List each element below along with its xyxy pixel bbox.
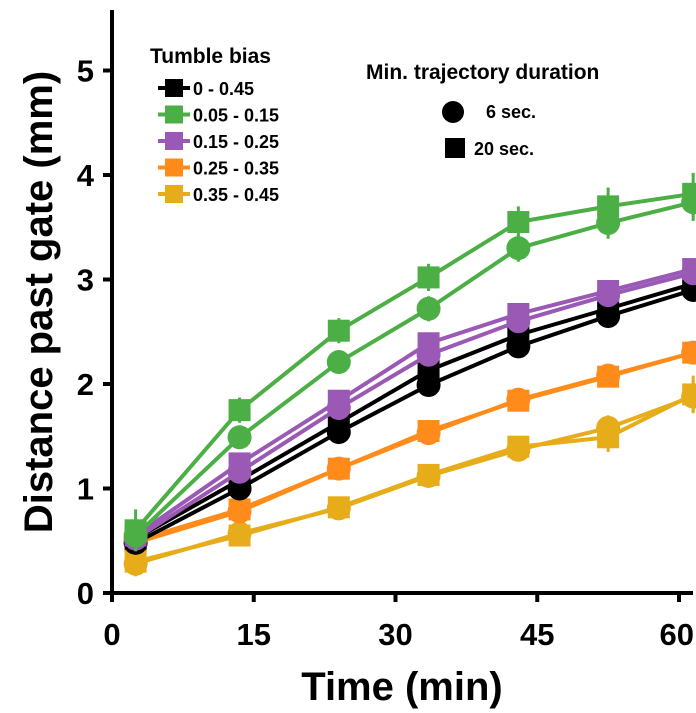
data-point-square: [597, 279, 620, 302]
series-1: [124, 272, 696, 550]
legend-swatch-marker: [165, 158, 183, 177]
data-point-square: [228, 524, 251, 547]
legend-swatch-marker: [165, 132, 183, 150]
data-point-square: [682, 258, 696, 281]
y-tick-label: 2: [77, 367, 94, 402]
y-tick-label: 0: [77, 576, 94, 611]
legend-tumble-label: 0 - 0.45: [193, 79, 254, 99]
series-9: [124, 375, 696, 575]
x-tick-label: 30: [378, 617, 412, 652]
data-point-square: [417, 266, 440, 289]
series-3: [124, 172, 696, 552]
data-point-square: [327, 457, 350, 480]
legend-circle-marker: [442, 101, 464, 123]
data-point-square: [682, 182, 696, 205]
series-5: [124, 258, 696, 547]
legend-tumble-label: 0.05 - 0.15: [193, 106, 279, 126]
data-point-square: [417, 463, 440, 486]
data-point-circle: [326, 350, 351, 375]
y-tick-label: 5: [77, 54, 94, 89]
data-point-square: [507, 389, 530, 412]
legend-tumble-label: 0.15 - 0.25: [193, 132, 279, 152]
data-point-circle: [416, 296, 441, 321]
legend-tumble-title: Tumble bias: [150, 45, 271, 68]
plot-area: [123, 172, 696, 577]
legend-duration-label-20sec: 20 sec.: [474, 139, 534, 159]
data-point-square: [417, 420, 440, 443]
data-point-square: [597, 365, 620, 388]
legend-duration-title: Min. trajectory duration: [366, 61, 599, 84]
data-point-square: [417, 332, 440, 355]
legend-duration-label-6sec: 6 sec.: [486, 102, 536, 122]
data-point-square: [597, 426, 620, 449]
series-4: [123, 261, 696, 551]
legend-trajectory-duration: Min. trajectory duration 6 sec. 20 sec.: [366, 61, 599, 159]
data-point-square: [597, 195, 620, 218]
axes: [110, 10, 693, 595]
data-point-square: [228, 452, 251, 475]
x-axis-title: Time (min): [301, 665, 503, 709]
data-point-square: [228, 399, 251, 422]
y-tick-label: 3: [77, 263, 94, 298]
series-8: [123, 380, 696, 577]
y-axis-title: Distance past gate (mm): [17, 71, 61, 533]
legend-swatch-marker: [165, 185, 183, 203]
x-tick-label: 15: [237, 617, 271, 652]
legend-tumble-bias: Tumble bias 0 - 0.45 0.05 - 0.15 0.15 - 0.…: [150, 45, 279, 205]
data-point-square: [327, 319, 350, 342]
data-point-square: [124, 519, 147, 542]
data-point-square: [327, 389, 350, 412]
data-point-square: [507, 211, 530, 234]
y-tick-label: 4: [77, 158, 95, 193]
legend-tumble-label: 0.25 - 0.35: [193, 159, 279, 179]
data-point-square: [228, 498, 251, 521]
legend-tumble-label: 0.35 - 0.45: [193, 185, 279, 205]
tick-marks: [103, 68, 681, 602]
y-tick-label: 1: [77, 472, 94, 507]
x-tick-label: 0: [103, 617, 120, 652]
data-point-square: [124, 550, 147, 573]
data-point-square: [507, 302, 530, 325]
data-point-square: [682, 341, 696, 364]
data-point-square: [507, 435, 530, 458]
data-point-circle: [227, 425, 252, 450]
x-tick-label: 60: [660, 617, 694, 652]
data-point-circle: [506, 236, 531, 261]
x-tick-label: 45: [520, 617, 554, 652]
legend-tumble-entries: 0 - 0.45 0.05 - 0.15 0.15 - 0.25 0.25 - 0.3…: [158, 79, 279, 205]
legend-swatch-marker: [165, 79, 183, 97]
data-point-square: [682, 383, 696, 406]
legend-swatch-marker: [165, 105, 183, 124]
data-point-square: [327, 496, 350, 519]
legend-square-marker: [445, 138, 465, 158]
